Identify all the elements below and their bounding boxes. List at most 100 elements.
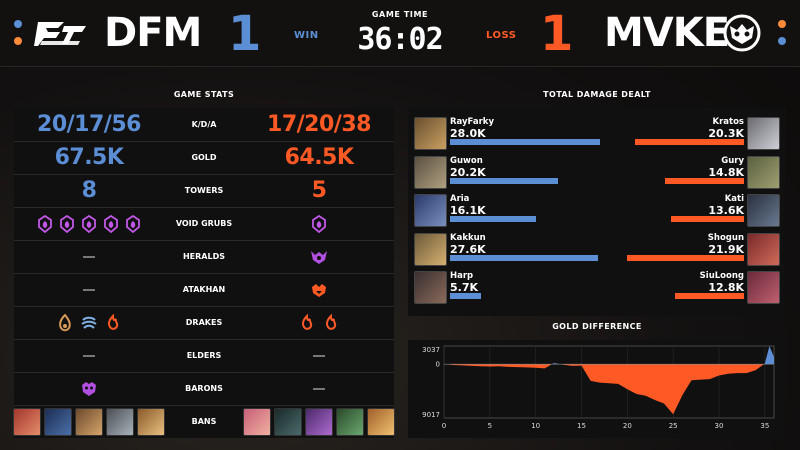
- left-damage-value: 20.2K: [450, 165, 486, 179]
- x-tick-label: 30: [715, 422, 724, 430]
- stat-row-towers: 8 TOWERS 5: [14, 174, 394, 207]
- void-grubs-label: VOID GRUBS: [175, 219, 233, 229]
- void-grub-icon: [104, 214, 118, 233]
- gold-left-value: 67.5K: [54, 145, 124, 171]
- elders-left-none: [83, 354, 95, 357]
- left-player-name: Aria: [450, 194, 470, 204]
- gold-right-value: 64.5K: [284, 145, 354, 171]
- right-team-score: 1: [540, 6, 574, 62]
- bans-label: BANS: [191, 417, 217, 427]
- game-time-label: GAME TIME: [371, 10, 429, 19]
- stat-row-kda: 20/17/56 K/D/A 17/20/38: [14, 108, 394, 141]
- champion-portrait: [414, 271, 447, 304]
- left-damage-bar: [450, 139, 600, 145]
- damage-row: Harp 5.7K SiuLoong 12.8K: [408, 268, 786, 306]
- void-grub-icon: [60, 214, 74, 233]
- left-damage-value: 16.1K: [450, 204, 486, 217]
- left-team-score: 1: [228, 6, 262, 62]
- atakhan-icon: [312, 283, 326, 297]
- stat-row-atakhan: ATAKHAN: [14, 273, 394, 306]
- ban-portrait: [137, 407, 165, 436]
- mvke-logo-icon: [723, 14, 761, 52]
- right-player-name: Shogun: [707, 232, 744, 243]
- gold-label: GOLD: [191, 153, 217, 163]
- ban-portrait: [243, 407, 271, 436]
- drakes-right: [298, 313, 340, 332]
- left-team-name: DFM: [104, 10, 202, 56]
- x-tick-label: 20: [623, 422, 632, 430]
- gold-diff-title: GOLD DIFFERENCE: [552, 322, 642, 331]
- red-side-dot-right: [778, 20, 786, 28]
- cloud-drake-icon: [81, 316, 97, 329]
- right-damage-value: 12.8K: [708, 281, 744, 294]
- barons-right-none: [313, 387, 325, 390]
- barons-label: BARONS: [185, 384, 223, 394]
- y-zero-label: 0: [436, 361, 440, 369]
- x-tick-label: 35: [760, 422, 769, 430]
- towers-label: TOWERS: [184, 186, 224, 196]
- left-damage-bar: [450, 177, 559, 184]
- infernal-drake-icon: [302, 313, 313, 330]
- right-damage-value: 13.6K: [708, 204, 744, 217]
- left-player-name: RayFarky: [450, 117, 494, 127]
- left-player-name: Guwon: [450, 155, 483, 166]
- kda-label: K/D/A: [191, 119, 217, 129]
- champion-portrait: [414, 117, 447, 150]
- atakhan-left-none: [83, 288, 95, 291]
- ban-portrait: [305, 407, 333, 436]
- stat-row-heralds: HERALDS: [14, 240, 394, 273]
- towers-left-value: 8: [81, 178, 97, 204]
- champion-portrait: [414, 232, 447, 266]
- elders-right-none: [313, 354, 325, 357]
- right-damage-value: 20.3K: [708, 127, 744, 140]
- bans-right: [243, 407, 395, 436]
- x-tick-label: 5: [488, 422, 492, 430]
- drakes-left: [56, 313, 122, 332]
- void-grubs-left: [37, 214, 141, 233]
- herald-icon: [311, 250, 327, 264]
- gold-diff-panel: 3037 0 9017 0 5 10 15 20 25 30 35: [408, 340, 786, 438]
- champion-portrait: [747, 194, 780, 227]
- left-damage-bar: [450, 293, 481, 299]
- right-player-name: Kratos: [712, 117, 744, 127]
- stat-row-gold: 67.5K GOLD 64.5K: [14, 141, 394, 174]
- x-tick-label: 10: [531, 422, 540, 430]
- void-grub-icon: [312, 214, 326, 233]
- stat-row-void-grubs: VOID GRUBS: [14, 207, 394, 240]
- left-damage-value: 5.7K: [450, 281, 479, 294]
- left-damage-value: 28.0K: [450, 127, 486, 140]
- right-damage-value: 21.9K: [708, 242, 744, 256]
- champion-portrait: [747, 232, 780, 266]
- right-damage-bar: [635, 139, 744, 145]
- right-damage-bar: [671, 216, 744, 222]
- champion-portrait: [414, 155, 447, 189]
- drakes-label: DRAKES: [185, 318, 223, 328]
- right-player-name: Kati: [724, 194, 744, 204]
- kda-right-value: 17/20/38: [267, 111, 371, 137]
- right-damage-bar: [626, 254, 744, 261]
- x-tick-label: 15: [577, 422, 586, 430]
- x-tick-label: 25: [669, 422, 678, 430]
- champion-portrait: [747, 155, 780, 189]
- right-damage-value: 14.8K: [708, 165, 744, 179]
- right-player-name: Gury: [721, 155, 744, 166]
- ban-portrait: [106, 407, 134, 436]
- atakhan-label: ATAKHAN: [182, 285, 226, 295]
- blue-side-dot: [14, 20, 22, 28]
- damage-row: Kakkun 27.6K Shogun 21.9K: [408, 230, 786, 268]
- void-grubs-right: [311, 214, 327, 233]
- ban-portrait: [274, 407, 302, 436]
- chemtech-drake-icon: [59, 313, 71, 331]
- heralds-label: HERALDS: [182, 252, 225, 262]
- ban-portrait: [44, 407, 72, 436]
- left-player-name: Harp: [450, 271, 474, 281]
- right-team-result: LOSS: [486, 30, 517, 41]
- champion-portrait: [414, 194, 447, 227]
- stat-row-elders: ELDERS: [14, 339, 394, 372]
- damage-row: RayFarky 28.0K Kratos 20.3K: [408, 114, 786, 152]
- stat-row-barons: BARONS: [14, 372, 394, 405]
- right-damage-bar: [664, 177, 744, 184]
- x-tick-label: 0: [442, 422, 446, 430]
- left-damage-value: 27.6K: [450, 242, 486, 256]
- void-grub-icon: [126, 214, 140, 233]
